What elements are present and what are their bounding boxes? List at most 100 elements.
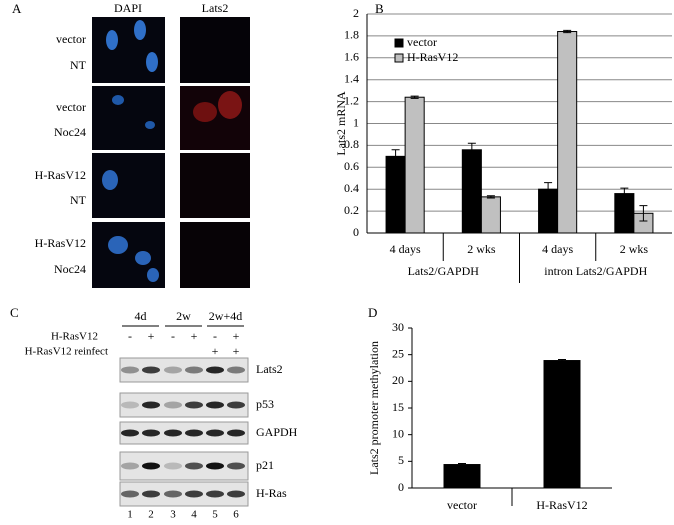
sign: -	[213, 329, 217, 343]
error-bar	[458, 462, 466, 467]
band	[164, 429, 182, 437]
error-bar	[563, 29, 572, 34]
band	[227, 366, 245, 374]
band	[121, 462, 139, 470]
band	[164, 366, 182, 374]
sign: +	[212, 344, 219, 358]
y-tick-label: 0	[398, 480, 404, 494]
group-label: Lats2/GAPDH	[408, 264, 480, 278]
y-tick-label: 0.8	[344, 137, 359, 151]
row-label: NT	[70, 193, 87, 207]
bar	[543, 360, 581, 489]
micrographs	[92, 17, 250, 288]
error-bar	[410, 95, 419, 99]
band-label: p53	[256, 397, 274, 411]
y-tick-label: 10	[392, 426, 404, 440]
y-tick-label: 20	[392, 373, 404, 387]
stain	[193, 102, 217, 122]
image	[180, 86, 250, 150]
bar	[404, 96, 425, 234]
stain	[218, 91, 242, 119]
x-tick-label: 2 wks	[620, 242, 649, 256]
band-label: p21	[256, 458, 274, 472]
legend-swatch	[394, 53, 404, 63]
group-label: 4d	[135, 309, 147, 323]
nucleus	[145, 121, 155, 129]
band	[142, 462, 160, 470]
panel-label: A	[12, 1, 22, 16]
band	[185, 429, 203, 437]
nucleus	[134, 20, 146, 40]
y-axis-label: Lats2 promoter methylation	[367, 341, 381, 475]
sign: +	[191, 329, 198, 343]
band	[164, 401, 182, 409]
sign: -	[128, 329, 132, 343]
y-tick-label: 1.4	[344, 71, 359, 85]
y-tick-label: 1.8	[344, 28, 359, 42]
bar	[557, 31, 578, 234]
x-tick-label: 4 days	[542, 242, 573, 256]
lane-number: 5	[212, 509, 218, 521]
image	[180, 153, 250, 218]
image	[92, 86, 165, 150]
error-bar	[620, 187, 629, 200]
error-bar	[486, 195, 495, 199]
image	[92, 153, 165, 218]
y-axis-label: Lats2 mRNA	[334, 91, 348, 156]
error-bar	[467, 142, 476, 157]
image	[180, 222, 250, 288]
nucleus	[106, 30, 118, 50]
row-label: Noc24	[54, 262, 86, 276]
band	[185, 401, 203, 409]
y-tick-label: 1.6	[344, 50, 359, 64]
y-tick-label: 2	[353, 6, 359, 20]
band	[121, 366, 139, 374]
band	[121, 429, 139, 437]
y-tick-label: 15	[392, 400, 404, 414]
legend-label: vector	[407, 35, 437, 49]
band	[206, 401, 224, 409]
image	[180, 17, 250, 83]
column-header: DAPI	[114, 1, 142, 15]
sign: +	[148, 329, 155, 343]
band-label: Lats2	[256, 362, 283, 376]
sign: +	[233, 329, 240, 343]
group-label: 2w	[176, 309, 191, 323]
band	[142, 401, 160, 409]
row-label: H-RasV12 reinfect	[25, 346, 108, 358]
row-label: NT	[70, 58, 87, 72]
panel-label: D	[368, 305, 377, 320]
sign: -	[171, 329, 175, 343]
lane-number: 1	[127, 509, 133, 521]
blot-strip	[119, 421, 249, 445]
band	[206, 490, 224, 498]
band	[206, 462, 224, 470]
row-label: vector	[56, 32, 86, 46]
bar	[385, 155, 406, 234]
panel-label: B	[375, 1, 384, 16]
x-tick-label: 2 wks	[467, 242, 496, 256]
band	[227, 462, 245, 470]
row-label: H-RasV12	[51, 331, 98, 343]
y-tick-label: 30	[392, 320, 404, 334]
band-label: H-Ras	[256, 486, 287, 500]
legend-swatch	[394, 38, 404, 48]
nucleus	[147, 268, 159, 282]
bar	[461, 149, 482, 234]
row-label: Noc24	[54, 125, 86, 139]
error-bar	[391, 149, 400, 164]
nucleus	[102, 170, 118, 190]
row-label: H-RasV12	[35, 168, 86, 182]
blot-strip	[119, 451, 249, 481]
band	[206, 429, 224, 437]
image	[92, 17, 165, 83]
band	[227, 429, 245, 437]
band	[206, 366, 224, 374]
bar	[480, 196, 501, 234]
y-tick-label: 25	[392, 346, 404, 360]
group-label: intron Lats2/GAPDH	[544, 264, 647, 278]
row-label: H-RasV12	[35, 236, 86, 250]
band	[142, 490, 160, 498]
band	[164, 490, 182, 498]
